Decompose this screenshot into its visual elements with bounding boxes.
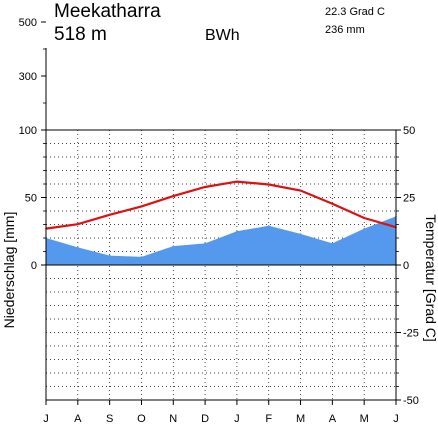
compressed-tick-label: 300 bbox=[19, 71, 37, 83]
temperature-point-11 bbox=[363, 217, 365, 219]
mean-temperature: 22.3 Grad C bbox=[325, 6, 385, 18]
precipitation-point-11 bbox=[363, 227, 365, 230]
grid-lines bbox=[46, 130, 396, 400]
precipitation-point-10 bbox=[331, 242, 334, 245]
temperature-point-3 bbox=[108, 213, 111, 216]
climate-class: BWh bbox=[205, 27, 240, 44]
left-axis-label: Niederschlag [mm] bbox=[1, 212, 17, 329]
precipitation-area bbox=[46, 216, 396, 265]
month-label-11: M bbox=[360, 413, 369, 425]
annual-precipitation: 236 mm bbox=[325, 24, 365, 36]
temperature-point-7 bbox=[236, 180, 238, 183]
left-tick-label: 100 bbox=[19, 125, 37, 137]
right-axis-label: Temperatur [Grad C] bbox=[423, 214, 438, 342]
compressed-tick-label: 500 bbox=[19, 17, 37, 29]
temperature-point-10 bbox=[331, 202, 334, 205]
right-tick-label: 25 bbox=[403, 193, 415, 205]
left-tick-label: 50 bbox=[25, 193, 37, 205]
station-elevation: 518 m bbox=[54, 24, 107, 45]
temperature-point-8 bbox=[267, 183, 270, 186]
right-tick-label: -25 bbox=[403, 328, 419, 340]
month-label-10: A bbox=[329, 413, 337, 425]
month-label-6: D bbox=[201, 413, 209, 425]
plot-area bbox=[45, 129, 397, 401]
right-tick-label: 50 bbox=[403, 125, 415, 137]
temperature-point-9 bbox=[299, 189, 302, 192]
month-label-7: J bbox=[234, 413, 240, 425]
compressed-scale: 300 500 bbox=[19, 17, 47, 130]
precipitation-point-5 bbox=[172, 245, 175, 247]
precipitation-point-8 bbox=[267, 225, 270, 227]
precipitation-point-2 bbox=[77, 246, 79, 249]
month-label-5: N bbox=[169, 413, 177, 425]
temperature-line bbox=[45, 180, 397, 230]
right-tick-label: 0 bbox=[403, 260, 409, 272]
month-label-3: S bbox=[106, 413, 113, 425]
precipitation-point-3 bbox=[108, 254, 111, 257]
left-tick-label: 0 bbox=[31, 260, 37, 272]
temperature-points bbox=[45, 180, 397, 230]
month-label-4: O bbox=[137, 413, 146, 425]
station-name: Meekatharra bbox=[54, 1, 161, 22]
left-axis: 0 50 100 bbox=[19, 125, 46, 272]
month-label-1: J bbox=[43, 413, 49, 425]
right-axis: 50 25 0 -25 -50 bbox=[396, 125, 419, 407]
temperature-point-2 bbox=[77, 223, 79, 226]
temperature-point-6 bbox=[204, 186, 206, 188]
temperature-point-5 bbox=[172, 195, 175, 197]
month-label-9: M bbox=[296, 413, 305, 425]
precipitation-point-7 bbox=[236, 230, 238, 233]
precipitation-point-9 bbox=[299, 233, 302, 235]
month-label-2: A bbox=[74, 413, 82, 425]
precipitation-point-6 bbox=[204, 242, 206, 245]
month-label-12: J bbox=[393, 413, 399, 425]
precipitation-point-4 bbox=[140, 256, 143, 258]
right-tick-label: -50 bbox=[403, 395, 419, 407]
temperature-point-4 bbox=[140, 205, 143, 208]
month-label-8: F bbox=[265, 413, 272, 425]
